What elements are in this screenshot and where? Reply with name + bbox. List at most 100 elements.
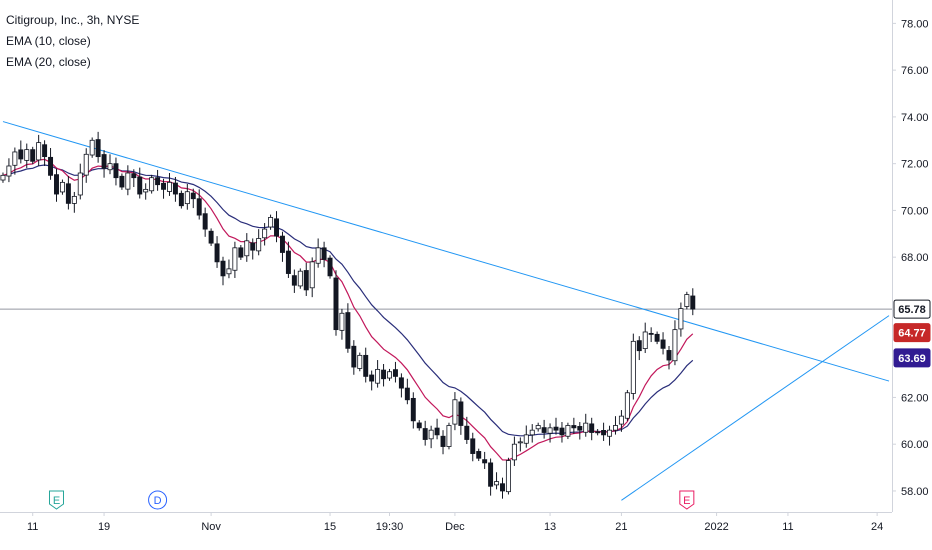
candle-body [523, 434, 529, 444]
candle-body [607, 429, 613, 437]
chart-legend: Citigroup, Inc., 3h, NYSE EMA (10, close… [6, 10, 139, 73]
candle-body [464, 425, 470, 440]
candle-body [12, 151, 18, 166]
candle-body [113, 163, 119, 179]
ema20-badge-value: 63.69 [898, 353, 926, 365]
x-tick-label: Nov [201, 521, 221, 533]
x-tick-label: 24 [871, 521, 883, 533]
event-label: D [154, 495, 162, 507]
candle-body [65, 183, 71, 204]
candle-body [387, 371, 392, 379]
candle-body [636, 340, 642, 352]
candle-body [618, 415, 624, 425]
x-tick-label: 2022 [704, 521, 728, 533]
candle-body [565, 425, 571, 437]
candle-body [149, 177, 155, 192]
candle-body [291, 275, 297, 286]
candle-body [208, 230, 214, 244]
axes: 78.00 76.00 74.00 72.00 70.00 68.00 62.00 60.00… [0, 0, 929, 533]
candle-body [630, 340, 636, 394]
candle-body [143, 188, 149, 193]
ema20-badge-box [893, 348, 931, 368]
candle-body [196, 198, 202, 216]
candle-body [690, 295, 696, 310]
candle-body [178, 192, 184, 207]
last-price-badge-box [893, 299, 931, 319]
ema20-line [2, 164, 694, 437]
legend-ema20[interactable]: EMA (20, close) [6, 55, 91, 69]
candle-body [155, 177, 161, 186]
candle-body [392, 369, 398, 377]
candle-body [214, 243, 220, 263]
ema10-badge-value: 64.77 [898, 328, 926, 340]
candle-body [410, 397, 416, 422]
candle-body [250, 242, 256, 251]
candle-body [500, 483, 505, 492]
legend-symbol[interactable]: Citigroup, Inc., 3h, NYSE [6, 13, 140, 27]
candle-body [535, 425, 541, 430]
candle-body [684, 294, 690, 307]
candle-body [54, 174, 59, 195]
candle-body [184, 191, 190, 205]
candle-body [107, 163, 113, 171]
last-price-badge: 65.78 [893, 299, 931, 319]
candle-body [48, 156, 54, 176]
y-tick-label: 78.00 [901, 18, 929, 30]
candle-body [309, 261, 315, 289]
candle-body [440, 435, 446, 447]
candle-body [577, 426, 583, 431]
candle-body [660, 339, 666, 349]
candle-body [470, 438, 476, 454]
candle-body [125, 172, 131, 190]
legend-ema10[interactable]: EMA (10, close) [6, 34, 91, 48]
candle-body [404, 387, 410, 401]
trendline-1 [2, 121, 890, 382]
candle-body [488, 462, 494, 487]
candle-body [71, 195, 77, 204]
candle-body [398, 377, 404, 389]
candle-body [517, 441, 523, 444]
candle-body [678, 308, 684, 330]
candle-body [559, 427, 565, 436]
candle-body [327, 257, 333, 277]
candle-body [24, 149, 30, 161]
candle-body [238, 247, 244, 258]
x-tick-label: 11 [27, 521, 38, 533]
candle-body [268, 217, 274, 228]
candle-body [36, 142, 42, 161]
event-shape [148, 490, 168, 510]
x-tick-label: 19 [98, 521, 110, 533]
y-tick-label: 62.00 [901, 392, 929, 404]
event-marker-2: D [148, 490, 168, 510]
candle-body [279, 235, 285, 253]
candle-body [244, 240, 250, 257]
candle-body [220, 260, 226, 277]
candle-body [381, 369, 387, 380]
y-tick-label: 68.00 [901, 252, 929, 264]
candle-body [297, 270, 303, 287]
candle-body [666, 350, 672, 361]
price-badges: 65.78 64.77 63.69 [893, 299, 931, 368]
x-tick-label: 13 [544, 521, 556, 533]
candle-body [274, 218, 280, 237]
candle-body [59, 181, 65, 193]
candle-body [321, 247, 327, 260]
candle-body [446, 425, 452, 447]
x-tick-label: Dec [445, 521, 465, 533]
candle-body [452, 399, 458, 425]
x-tick-label: 15 [324, 521, 336, 533]
candle-body [363, 354, 369, 377]
candle-body [458, 401, 464, 426]
candle-body [303, 270, 309, 291]
candle-body [77, 172, 83, 196]
candle-body [339, 312, 345, 331]
last-price-badge-value: 65.78 [898, 304, 926, 316]
x-tick-label: 19:30 [376, 521, 404, 533]
trendlines [2, 121, 890, 501]
candle-body [612, 425, 618, 431]
candle-body [18, 149, 24, 160]
event-label: E [683, 495, 690, 507]
candle-body [428, 429, 434, 440]
candle-body [642, 331, 648, 349]
